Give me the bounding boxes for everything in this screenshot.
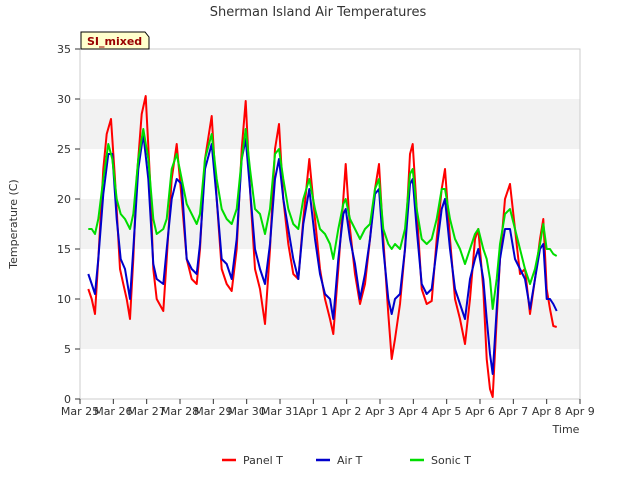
x-tick-label: Mar 29: [194, 405, 232, 418]
x-tick-label: Mar 26: [94, 405, 132, 418]
x-tick-label: Apr 3: [365, 405, 395, 418]
y-tick-label: 20: [57, 193, 71, 206]
x-tick-label: Apr 7: [499, 405, 529, 418]
x-tick-label: Mar 30: [228, 405, 266, 418]
series-line-panel-t: [87, 95, 557, 398]
x-tick-label: Mar 25: [61, 405, 99, 418]
legend: Panel T Air T Sonic T: [222, 454, 471, 467]
y-axis-label: Temperature (C): [7, 179, 20, 269]
legend-label-air-t: Air T: [337, 454, 363, 467]
x-tick-label: Mar 28: [161, 405, 199, 418]
x-tick-label: Mar 31: [261, 405, 299, 418]
legend-label-panel-t: Panel T: [243, 454, 283, 467]
x-tick-label: Apr 4: [399, 405, 429, 418]
y-tick-label: 5: [64, 343, 71, 356]
y-tick-label: 10: [57, 293, 71, 306]
series-line-sonic-t: [88, 128, 558, 310]
x-tick-label: Apr 2: [332, 405, 362, 418]
y-tick-label: 35: [57, 43, 71, 56]
y-tick-label: 30: [57, 93, 71, 106]
x-tick-label: Mar 27: [128, 405, 166, 418]
y-axis-ticks: 0 5 10 15 20 25 30 35: [57, 43, 80, 406]
annotation-label: SI_mixed: [87, 35, 142, 48]
legend-label-sonic-t: Sonic T: [431, 454, 471, 467]
x-tick-label: Apr 6: [465, 405, 495, 418]
grid-band: [80, 199, 580, 249]
plot-frame: [79, 48, 581, 400]
x-tick-label: Apr 9: [565, 405, 595, 418]
x-tick-label: Apr 5: [432, 405, 462, 418]
x-tick-label: Apr 1: [299, 405, 329, 418]
chart-title: Sherman Island Air Temperatures: [210, 5, 427, 20]
grid-band: [80, 299, 580, 349]
x-axis-label: Time: [552, 423, 580, 436]
y-tick-label: 15: [57, 243, 71, 256]
x-tick-label: Apr 8: [532, 405, 562, 418]
y-tick-label: 0: [64, 393, 71, 406]
y-tick-label: 25: [57, 143, 71, 156]
grid-band: [80, 99, 580, 149]
series-line-air-t: [87, 133, 558, 375]
annotation-box: SI_mixed: [80, 31, 150, 50]
series-lines: [87, 95, 558, 398]
